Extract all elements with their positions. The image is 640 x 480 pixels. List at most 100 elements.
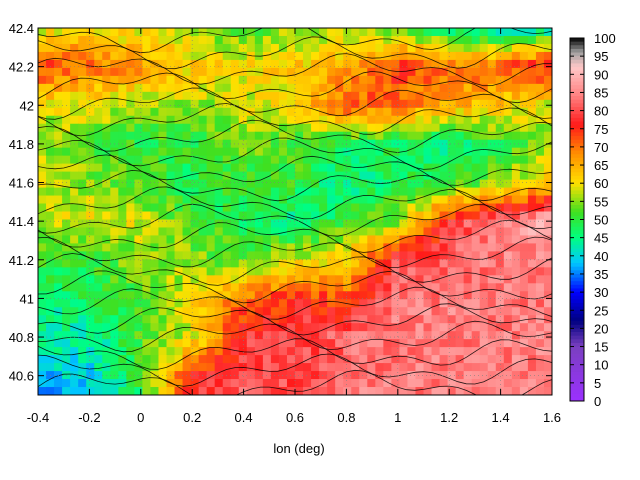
heatmap-cell: [246, 275, 256, 284]
heatmap-cell: [303, 35, 312, 45]
heatmap-cell: [150, 43, 160, 53]
heatmap-cell: [295, 379, 304, 388]
heatmap-cell: [303, 291, 312, 300]
heatmap-cell: [38, 203, 47, 213]
heatmap-cell: [94, 67, 103, 77]
heatmap-cell: [230, 131, 240, 141]
heatmap-cell: [343, 59, 352, 69]
heatmap-cell: [46, 35, 55, 45]
heatmap-cell: [70, 331, 79, 340]
heatmap-cell: [174, 315, 184, 324]
heatmap-cell: [399, 243, 409, 252]
colorbar-segment: [570, 237, 584, 242]
heatmap-cell: [94, 171, 103, 181]
heatmap-cell: [351, 227, 360, 237]
heatmap-cell: [270, 347, 280, 356]
heatmap-cell: [38, 283, 47, 292]
heatmap-cell: [174, 91, 184, 101]
heatmap-cell: [535, 347, 545, 356]
colorbar-segment: [570, 248, 584, 253]
heatmap-cell: [222, 259, 232, 268]
heatmap-cell: [246, 43, 256, 53]
heatmap-cell: [102, 211, 111, 221]
heatmap-cell: [543, 203, 552, 213]
heatmap-cell: [150, 107, 160, 117]
colorbar-segment: [570, 179, 584, 184]
colorbar-segment: [570, 313, 584, 319]
colorbar-segment: [570, 397, 584, 402]
heatmap-cell: [78, 147, 87, 157]
contour-line: [38, 87, 552, 120]
heatmap-cell: [519, 331, 529, 340]
heatmap-cell: [351, 83, 360, 93]
heatmap-cell: [399, 387, 409, 395]
contour-line: [38, 219, 552, 253]
heatmap-cell: [134, 147, 144, 157]
heatmap-cell: [174, 83, 184, 93]
heatmap-cell: [198, 195, 208, 205]
heatmap-cell: [246, 163, 256, 173]
heatmap-cell: [174, 387, 184, 395]
heatmap-cell: [86, 339, 95, 348]
heatmap-cell: [262, 187, 272, 197]
heatmap-cell: [327, 147, 336, 157]
heatmap-cell: [303, 283, 312, 292]
contour-line: [38, 286, 552, 320]
heatmap-cell: [303, 227, 312, 237]
heatmap-cell: [479, 267, 489, 276]
heatmap-cell: [495, 211, 505, 221]
heatmap-cell: [311, 363, 320, 372]
heatmap-cell: [46, 131, 55, 141]
heatmap-cell: [270, 155, 280, 165]
heatmap-cell: [295, 43, 304, 53]
heatmap-cell: [118, 171, 127, 181]
heatmap-cell: [270, 67, 280, 77]
heatmap-cell: [214, 275, 224, 284]
heatmap-cell: [463, 315, 473, 324]
heatmap-cell: [206, 67, 216, 77]
heatmap-cell: [118, 195, 127, 205]
heatmap-cell: [327, 379, 336, 388]
heatmap-cell: [222, 355, 232, 364]
heatmap-cell: [503, 43, 513, 53]
heatmap-cell: [166, 203, 176, 213]
heatmap-cell: [463, 107, 473, 117]
heatmap-cell: [487, 315, 497, 324]
heatmap-cell: [359, 99, 368, 109]
heatmap-cell: [70, 99, 79, 109]
heatmap-cell: [206, 99, 216, 109]
heatmap-cell: [455, 91, 465, 101]
heatmap-cell: [471, 59, 481, 69]
heatmap-cell: [254, 267, 264, 276]
heatmap-cell: [463, 363, 473, 372]
heatmap-cell: [70, 307, 79, 316]
heatmap-cell: [471, 51, 481, 61]
heatmap-cell: [463, 131, 473, 141]
heatmap-cell: [383, 139, 392, 149]
heatmap-cell: [311, 203, 320, 213]
heatmap-cell: [511, 99, 521, 109]
heatmap-cell: [262, 59, 272, 69]
heatmap-cell: [543, 259, 552, 268]
heatmap-cell: [343, 179, 352, 189]
colorbar-segment: [570, 48, 584, 54]
heatmap-cell: [142, 307, 152, 316]
heatmap-cell: [222, 67, 232, 77]
heatmap-cell: [86, 99, 95, 109]
heatmap-cell: [198, 315, 208, 324]
heatmap-cell: [254, 251, 264, 260]
heatmap-cell: [463, 91, 473, 101]
heatmap-cell: [190, 355, 200, 364]
heatmap-cell: [431, 195, 441, 205]
heatmap-cell: [94, 147, 103, 157]
heatmap-cell: [254, 203, 264, 213]
heatmap-cell: [455, 259, 465, 268]
heatmap-cell: [110, 163, 119, 173]
heatmap-cell: [238, 387, 248, 395]
heatmap-cell: [206, 355, 216, 364]
heatmap-cell: [407, 371, 417, 380]
heatmap-cell: [423, 267, 433, 276]
heatmap-cell: [343, 51, 352, 61]
heatmap-cell: [511, 315, 521, 324]
heatmap-cell: [543, 227, 552, 237]
